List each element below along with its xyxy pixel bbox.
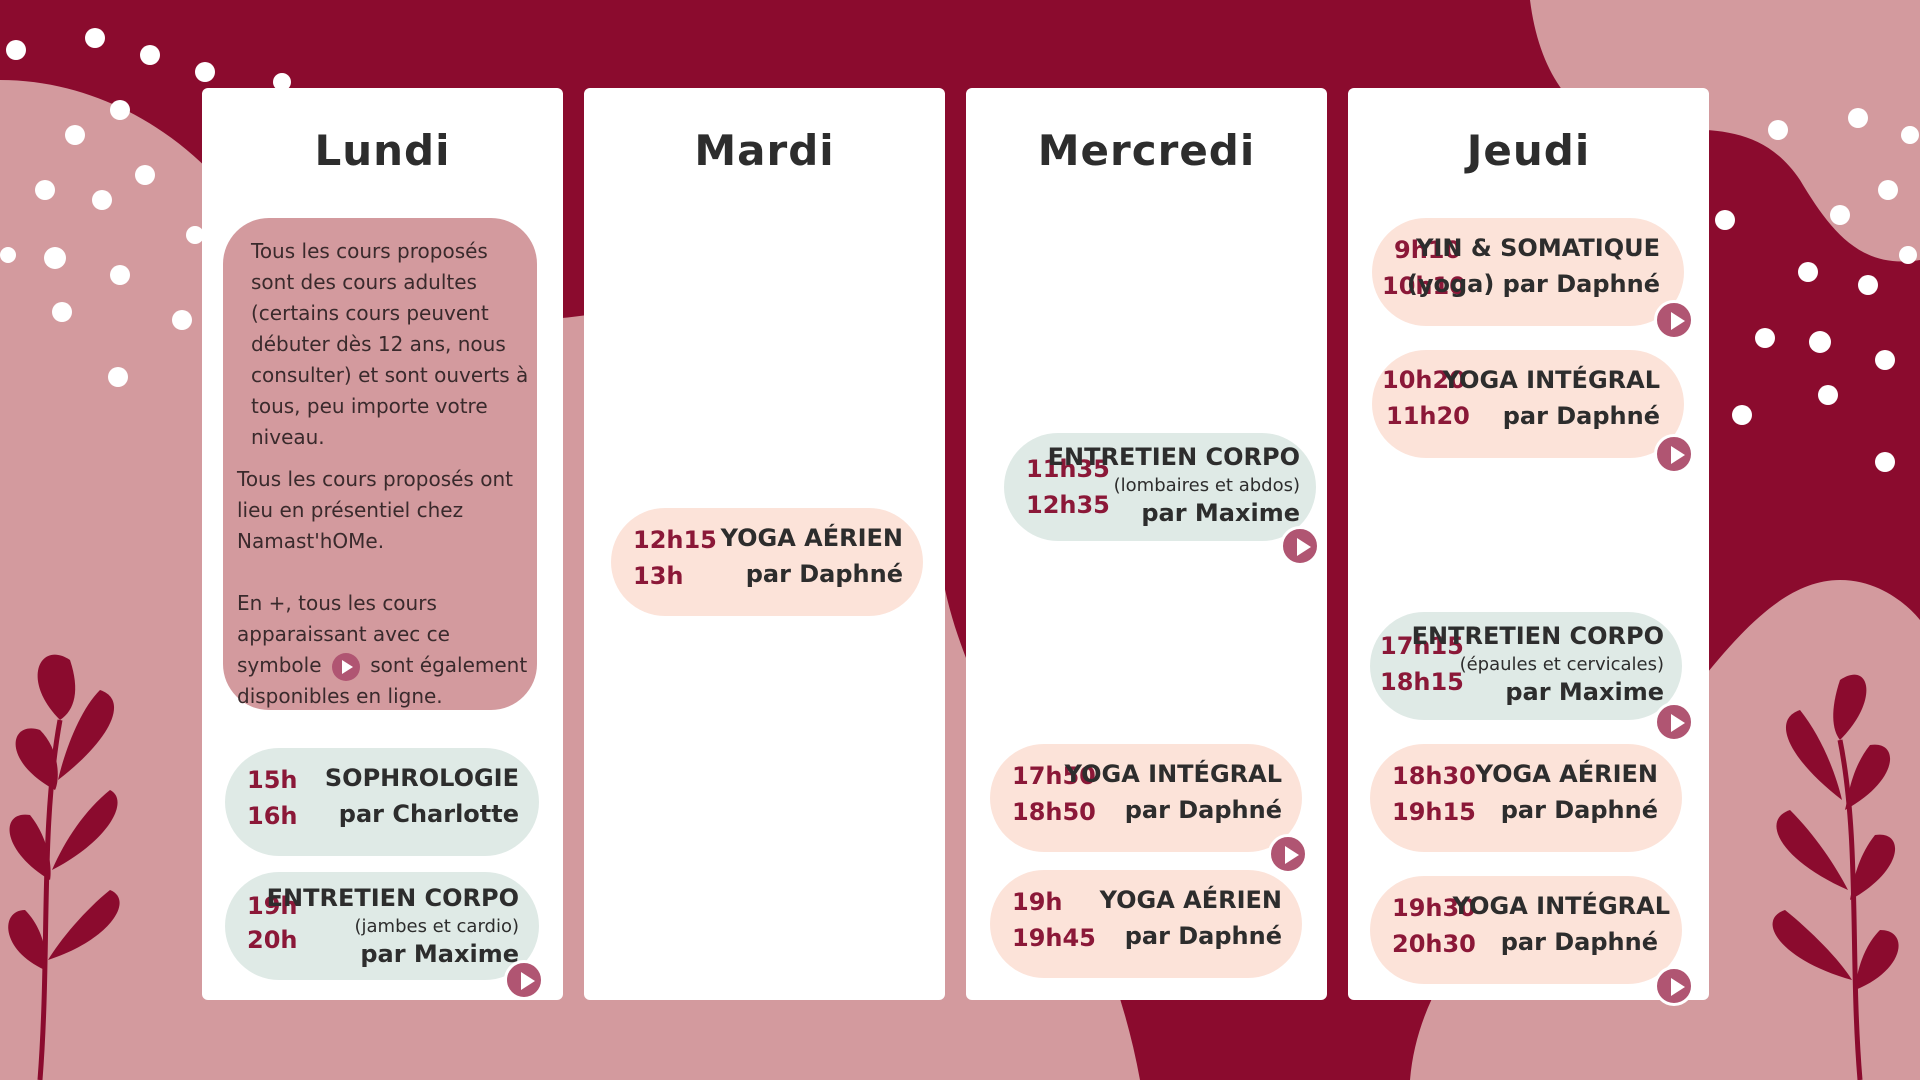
info-box: Tous les cours proposés sont des cours a…: [223, 218, 537, 710]
class-title: YOGA AÉRIEN: [1099, 886, 1282, 914]
class-end: 13h: [633, 562, 684, 590]
info-online-prefix: En +, tous les cours apparaissant avec c…: [237, 591, 450, 677]
info-text-location: Tous les cours proposés ont lieu en prés…: [237, 467, 513, 553]
class-teacher: par Daphné: [1500, 928, 1658, 956]
class-title: YIN & SOMATIQUE: [1416, 234, 1660, 262]
class-end: 12h35: [1026, 491, 1110, 519]
class-teacher: par Maxime: [1141, 499, 1300, 527]
class-start: 15h: [247, 766, 298, 794]
class-start: 9h10: [1394, 236, 1462, 264]
class-card[interactable]: 12h15 13h YOGA AÉRIEN par Daphné: [611, 508, 923, 616]
play-online-button[interactable]: [1280, 526, 1320, 566]
class-card[interactable]: 9h10 10h10 YIN & SOMATIQUE (yoga) par Da…: [1372, 218, 1684, 326]
class-start: 18h30: [1392, 762, 1476, 790]
class-start: 19h30: [1392, 894, 1476, 922]
class-teacher: par Daphné: [745, 560, 903, 588]
class-card[interactable]: 18h30 19h15 YOGA AÉRIEN par Daphné: [1370, 744, 1682, 852]
class-teacher: par Daphné: [1500, 796, 1658, 824]
play-online-button[interactable]: [1654, 966, 1694, 1006]
class-end: 10h10: [1382, 272, 1466, 300]
class-teacher: par Maxime: [1505, 678, 1664, 706]
class-end: 18h50: [1012, 798, 1096, 826]
day-title: Jeudi: [1466, 126, 1591, 175]
column-jeudi: Jeudi 9h10 10h10 YIN & SOMATIQUE (yoga) …: [1348, 88, 1709, 1006]
class-start: 11h35: [1026, 455, 1110, 483]
class-subtitle: (épaules et cervicales): [1459, 654, 1664, 675]
class-card[interactable]: 19h 19h45 YOGA AÉRIEN par Daphné: [990, 870, 1302, 978]
play-icon: [331, 652, 360, 681]
class-title: YOGA INTÉGRAL: [1064, 760, 1282, 788]
class-start: 19h: [247, 892, 298, 920]
class-title: YOGA AÉRIEN: [720, 524, 903, 552]
class-start: 17h15: [1380, 632, 1464, 660]
class-teacher: (yoga) par Daphné: [1406, 270, 1660, 298]
class-title: YOGA INTÉGRAL: [1452, 892, 1670, 920]
class-start: 12h15: [633, 526, 717, 554]
class-subtitle: (lombaires et abdos): [1113, 475, 1300, 496]
class-end: 20h: [247, 926, 298, 954]
class-teacher: par Daphné: [1502, 402, 1660, 430]
play-online-button[interactable]: [1654, 300, 1694, 340]
class-teacher: par Charlotte: [338, 800, 519, 828]
play-online-button[interactable]: [504, 960, 544, 1000]
column-mardi: Mardi 12h15 13h YOGA AÉRIEN par Daphné: [584, 88, 945, 1000]
class-start: 19h: [1012, 888, 1063, 916]
info-text-online: En +, tous les cours apparaissant avec c…: [237, 588, 537, 712]
day-title: Mercredi: [1037, 126, 1256, 175]
class-end: 18h15: [1380, 668, 1464, 696]
class-teacher: par Daphné: [1124, 922, 1282, 950]
class-teacher: par Daphné: [1124, 796, 1282, 824]
top-right-blob: [1530, 0, 1920, 262]
class-start: 10h20: [1382, 366, 1466, 394]
class-title: YOGA AÉRIEN: [1475, 760, 1658, 788]
class-card[interactable]: 11h35 12h35 ENTRETIEN CORPO (lombaires e…: [1004, 433, 1316, 541]
class-card[interactable]: 19h 20h ENTRETIEN CORPO (jambes et cardi…: [225, 872, 539, 980]
class-end: 11h20: [1386, 402, 1470, 430]
class-end: 19h15: [1392, 798, 1476, 826]
play-online-button[interactable]: [1654, 434, 1694, 474]
class-card[interactable]: 19h30 20h30 YOGA INTÉGRAL par Daphné: [1370, 876, 1682, 984]
class-card[interactable]: 10h20 11h20 YOGA INTÉGRAL par Daphné: [1372, 350, 1684, 458]
column-lundi: Lundi Tous les cours proposés sont des c…: [202, 88, 563, 1000]
class-teacher: par Maxime: [360, 940, 519, 968]
class-end: 20h30: [1392, 930, 1476, 958]
class-subtitle: (jambes et cardio): [354, 916, 519, 937]
day-title: Mardi: [694, 126, 835, 175]
class-title: SOPHROLOGIE: [324, 764, 519, 792]
class-title: ENTRETIEN CORPO: [266, 884, 519, 912]
column-mercredi: Mercredi 11h35 12h35 ENTRETIEN CORPO (lo…: [966, 88, 1327, 1000]
class-card[interactable]: 15h 16h SOPHROLOGIE par Charlotte: [225, 748, 539, 856]
class-title: ENTRETIEN CORPO: [1411, 622, 1664, 650]
leaf-right: [1772, 674, 1899, 1080]
day-title: Lundi: [314, 126, 451, 175]
dots-left: [0, 28, 291, 387]
class-start: 17h50: [1012, 762, 1096, 790]
class-title: YOGA INTÉGRAL: [1442, 366, 1660, 394]
info-text-audience: Tous les cours proposés sont des cours a…: [251, 239, 529, 449]
play-online-button[interactable]: [1654, 702, 1694, 742]
class-end: 19h45: [1012, 924, 1096, 952]
dots-right: [1715, 108, 1919, 472]
class-title: ENTRETIEN CORPO: [1047, 443, 1300, 471]
class-card[interactable]: 17h15 18h15 ENTRETIEN CORPO (épaules et …: [1370, 612, 1682, 720]
class-end: 16h: [247, 802, 298, 830]
class-card[interactable]: 17h50 18h50 YOGA INTÉGRAL par Daphné: [990, 744, 1302, 852]
leaf-left: [8, 654, 120, 1080]
play-online-button[interactable]: [1268, 834, 1308, 874]
info-online-suffix: sont également disponibles en ligne.: [237, 653, 528, 708]
